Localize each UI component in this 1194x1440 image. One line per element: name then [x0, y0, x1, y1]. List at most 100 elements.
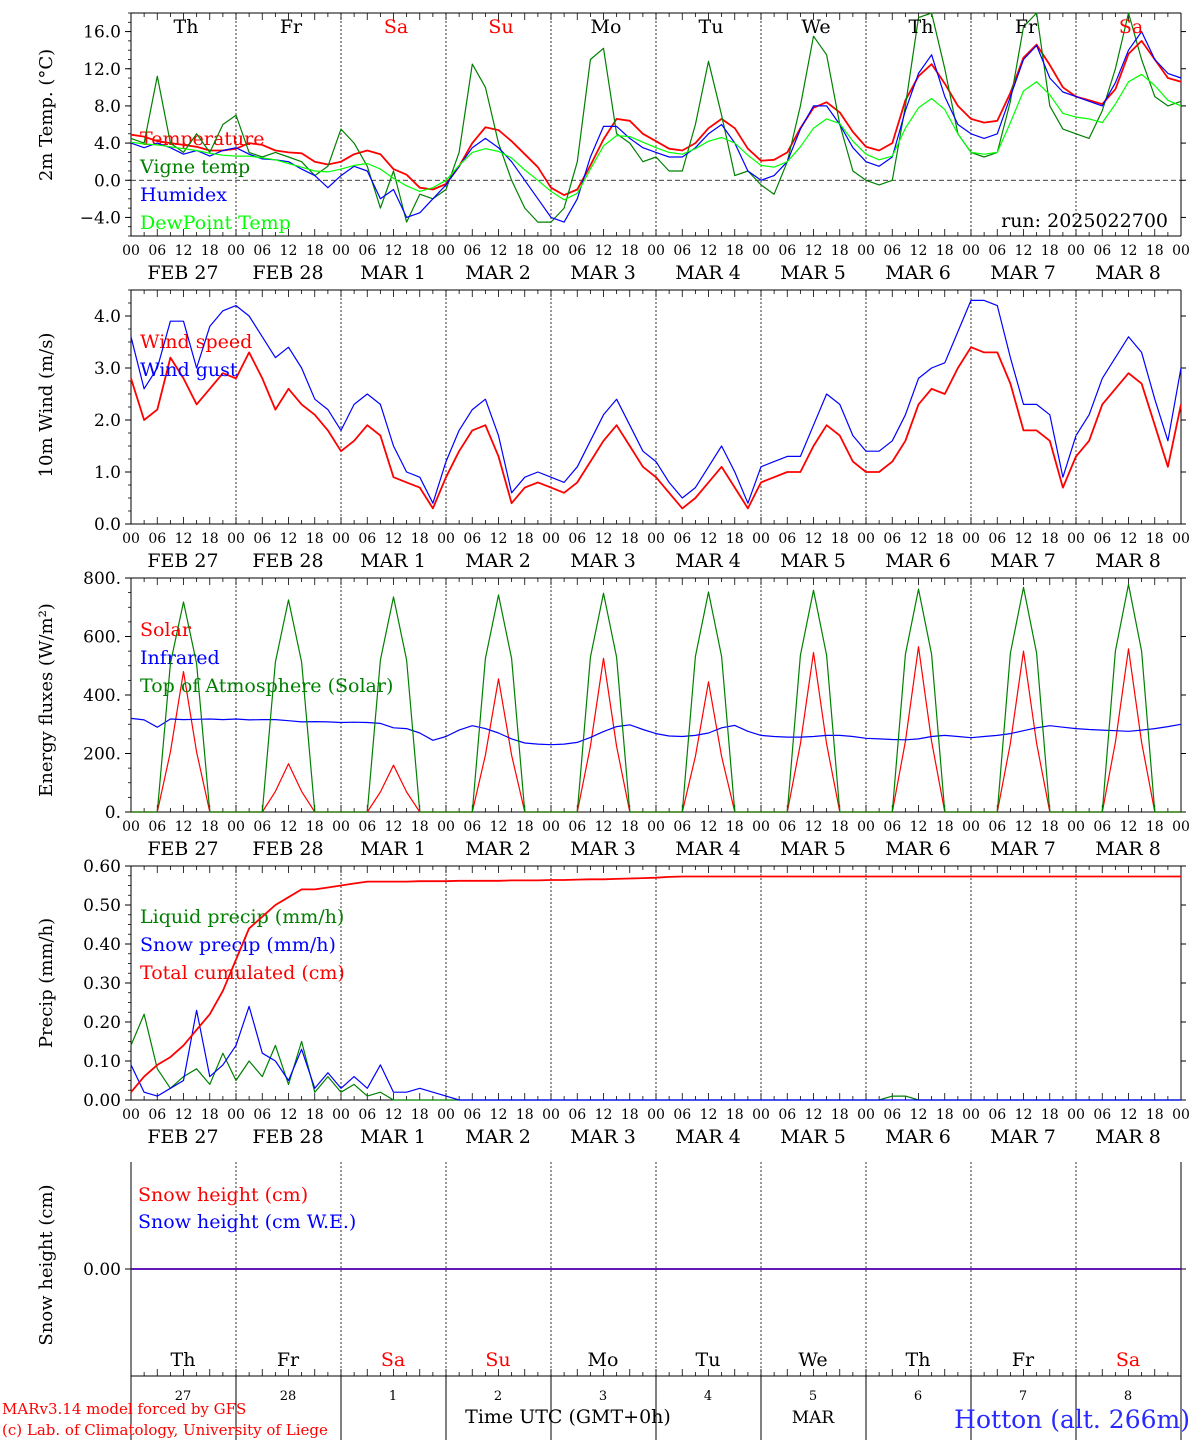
hour-label: 06 [148, 243, 166, 259]
hour-label: 18 [1041, 243, 1059, 259]
panel-1: 16.0 12.0 8.0 4.0 0.0 −4.0 2m Temp. (°C) Temper… [36, 12, 1190, 284]
hour-label: 12 [175, 243, 193, 259]
y-tick-label: 600. [83, 628, 121, 648]
date-label: MAR 3 [570, 550, 636, 572]
hour-label: 18 [1041, 1107, 1059, 1123]
hour-label: 12 [910, 243, 928, 259]
hour-label: 18 [201, 531, 219, 547]
hour-label: 06 [568, 531, 586, 547]
hour-label: 06 [463, 819, 481, 835]
date-label: MAR 8 [1095, 550, 1161, 572]
hour-label: 12 [805, 531, 823, 547]
day-number-label: 28 [280, 1389, 297, 1404]
date-label: MAR 2 [465, 550, 531, 572]
y-axis-label: 10m Wind (m/s) [36, 333, 57, 478]
hour-label: 06 [778, 531, 796, 547]
legend-infrared: Infrared [140, 647, 220, 669]
weekday-label-bottom: Fr [1012, 1349, 1035, 1371]
date-label: MAR 6 [885, 838, 951, 860]
hour-label: 06 [568, 243, 586, 259]
hour-label: 06 [358, 819, 376, 835]
hour-label: 06 [463, 531, 481, 547]
panel-2: 4.0 3.0 2.0 1.0 0.0 10m Wind (m/s) Wind speed W… [36, 289, 1190, 572]
hour-label: 00 [437, 1107, 455, 1123]
hour-label: 06 [778, 243, 796, 259]
hour-label: 12 [805, 243, 823, 259]
hour-label: 18 [306, 243, 324, 259]
hour-label: 18 [621, 1107, 639, 1123]
legend-temperature: Temperature [140, 128, 264, 150]
hour-label: 06 [673, 1107, 691, 1123]
y-tick-label: −4.0 [80, 208, 121, 228]
date-label: FEB 27 [147, 838, 218, 860]
hour-label: 18 [831, 531, 849, 547]
hour-label: 12 [1120, 819, 1138, 835]
weekday-label-bottom: Su [485, 1349, 510, 1371]
date-label: MAR 8 [1095, 838, 1161, 860]
hour-label: 12 [385, 1107, 403, 1123]
weekday-label-top: Sa [384, 16, 408, 38]
hour-label: 12 [385, 531, 403, 547]
hour-label: 18 [1041, 531, 1059, 547]
hour-label: 12 [700, 1107, 718, 1123]
hour-label: 00 [857, 243, 875, 259]
hour-label: 12 [700, 531, 718, 547]
hour-label: 18 [411, 819, 429, 835]
legend-snow-height-cm-w-e-: Snow height (cm W.E.) [138, 1211, 356, 1233]
date-label: FEB 28 [252, 1126, 323, 1148]
weekday-label-bottom: Sa [1116, 1349, 1140, 1371]
run-annotation: run: 2025022700 [1001, 210, 1168, 232]
day-number-label: 1 [389, 1389, 397, 1404]
footer-station: Hotton (alt. 266m) [954, 1405, 1190, 1434]
hour-label: 00 [332, 243, 350, 259]
hour-label: 12 [490, 1107, 508, 1123]
hour-label: 12 [595, 243, 613, 259]
y-tick-label: 400. [83, 686, 121, 706]
hour-label: 00 [437, 819, 455, 835]
hour-label: 06 [148, 531, 166, 547]
weekday-label-top: Su [488, 16, 513, 38]
series-line-wind-speed [130, 346, 1182, 510]
hour-label: 12 [595, 819, 613, 835]
weekday-label-top: Fr [280, 16, 303, 38]
series-line-humidex [130, 31, 1182, 223]
y-tick-label: 0.60 [83, 857, 121, 877]
hour-label: 06 [358, 531, 376, 547]
hour-label: 12 [1120, 531, 1138, 547]
hour-label: 18 [516, 243, 534, 259]
hour-label: 18 [516, 1107, 534, 1123]
date-label: MAR 3 [570, 1126, 636, 1148]
hour-label: 00 [1172, 819, 1190, 835]
hour-label: 00 [647, 819, 665, 835]
hour-label: 18 [621, 531, 639, 547]
hour-label: 06 [673, 819, 691, 835]
hour-label: 00 [227, 1107, 245, 1123]
hour-label: 00 [122, 819, 140, 835]
legend-wind-gust: Wind gust [140, 359, 238, 381]
hour-label: 00 [122, 243, 140, 259]
hour-label: 00 [1172, 243, 1190, 259]
hour-label: 18 [516, 531, 534, 547]
date-label: MAR 7 [990, 838, 1056, 860]
weekday-label-bottom: We [798, 1349, 827, 1371]
panel-3: 800. 600. 400. 200. 0. Energy fluxes (W/m²) So… [36, 569, 1190, 860]
hour-label: 00 [752, 819, 770, 835]
y-tick-label: 0.30 [83, 974, 121, 994]
hour-label: 18 [1146, 819, 1164, 835]
hour-label: 06 [253, 1107, 271, 1123]
y-tick-label: 0.20 [83, 1013, 121, 1033]
date-label: FEB 28 [252, 838, 323, 860]
hour-label: 00 [752, 243, 770, 259]
hour-label: 18 [1041, 819, 1059, 835]
date-label: MAR 6 [885, 262, 951, 284]
hour-label: 06 [778, 1107, 796, 1123]
date-label: MAR 5 [780, 1126, 846, 1148]
day-number-label: 8 [1124, 1389, 1132, 1404]
meteogram-panels: 16.012.08.04.00.0−4.02m Temp. (°C) Temper… [36, 12, 1190, 1440]
hour-label: 12 [910, 819, 928, 835]
y-axis-label: Precip (mm/h) [36, 918, 57, 1048]
y-tick-label: 0.00 [83, 1260, 121, 1280]
y-axis-label: 2m Temp. (°C) [36, 49, 57, 181]
date-label: MAR 6 [885, 550, 951, 572]
y-tick-label: 800. [83, 569, 121, 589]
